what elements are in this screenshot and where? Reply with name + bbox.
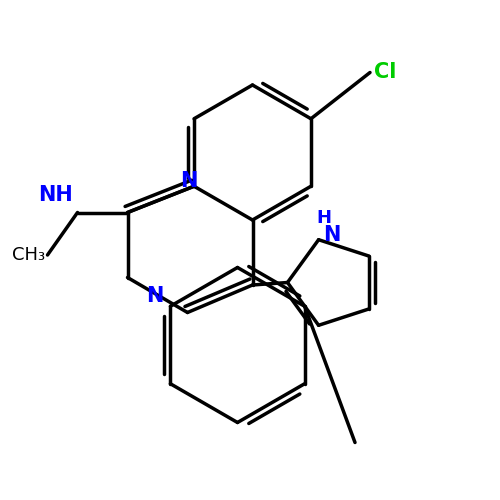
- Text: CH₃: CH₃: [12, 246, 45, 264]
- Text: NH: NH: [38, 185, 72, 205]
- Text: N: N: [324, 224, 341, 244]
- Text: N: N: [180, 171, 198, 191]
- Text: H: H: [316, 209, 331, 227]
- Text: N: N: [146, 286, 164, 306]
- Text: Cl: Cl: [374, 62, 396, 82]
